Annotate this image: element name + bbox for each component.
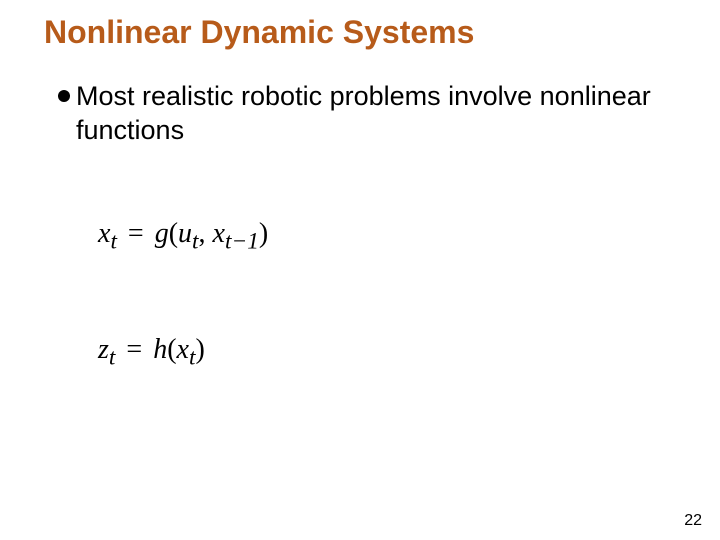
bullet-dot-icon [58, 90, 70, 102]
eq2-lhs-var: z [98, 334, 109, 365]
eq2-fn: h [153, 334, 167, 365]
eq1-close-paren: ) [259, 218, 268, 249]
eq2-arg-var: x [177, 334, 189, 365]
bullet-text: Most realistic robotic problems involve … [76, 80, 666, 148]
eq1-lhs-sub: t [110, 229, 116, 255]
page-number: 22 [684, 512, 702, 530]
eq2-lhs-sub: t [109, 345, 115, 371]
eq1-open-paren: ( [169, 218, 178, 249]
equation-state-transition: xt = g(ut, xt−1) [98, 218, 268, 256]
slide: Nonlinear Dynamic Systems Most realistic… [0, 0, 720, 540]
eq1-equals: = [128, 218, 144, 249]
eq1-arg2-var: x [213, 218, 225, 249]
eq1-fn: g [155, 218, 169, 249]
eq1-arg1-var: u [178, 218, 192, 249]
equation-observation: zt = h(xt) [98, 334, 205, 372]
bullet-item: Most realistic robotic problems involve … [58, 80, 666, 148]
eq2-open-paren: ( [167, 334, 176, 365]
slide-title: Nonlinear Dynamic Systems [44, 14, 474, 51]
eq1-sep: , [199, 218, 206, 249]
eq1-arg2-sub: t−1 [225, 229, 259, 255]
eq2-equals: = [126, 334, 142, 365]
eq2-close-paren: ) [195, 334, 204, 365]
eq1-lhs-var: x [98, 218, 110, 249]
